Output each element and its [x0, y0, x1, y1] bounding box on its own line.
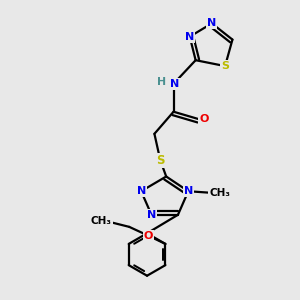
Text: O: O — [199, 114, 208, 124]
Text: S: S — [156, 154, 165, 167]
Text: O: O — [144, 231, 153, 241]
Text: N: N — [147, 210, 156, 220]
Text: CH₃: CH₃ — [91, 216, 112, 226]
Text: CH₃: CH₃ — [209, 188, 230, 198]
Text: H: H — [157, 77, 166, 87]
Text: N: N — [136, 186, 146, 196]
Text: N: N — [184, 186, 193, 196]
Text: S: S — [221, 61, 229, 71]
Text: N: N — [170, 79, 180, 89]
Text: N: N — [207, 18, 217, 28]
Text: N: N — [185, 32, 194, 42]
